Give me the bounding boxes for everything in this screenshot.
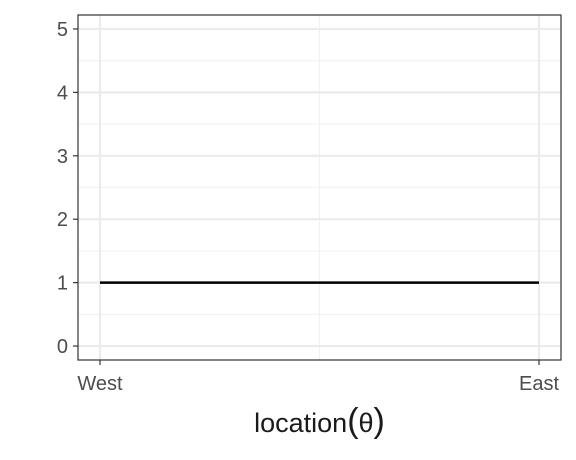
y-tick-label: 2	[57, 209, 68, 231]
y-tick-label: 3	[57, 146, 68, 168]
x-axis-title-open-paren: (	[347, 402, 359, 440]
x-axis-title-symbol: θ	[359, 408, 374, 438]
x-axis-title-close-paren: )	[374, 402, 385, 440]
y-axis-ticks: 0 1 2 3 4 5	[57, 19, 78, 358]
y-tick-label: 5	[57, 19, 68, 41]
x-axis-title-text: location	[254, 408, 347, 438]
x-tick-label: West	[77, 373, 123, 395]
y-tick-label: 1	[57, 273, 68, 295]
major-gridlines	[78, 15, 561, 360]
x-axis-title: location(θ)	[254, 402, 385, 440]
x-axis-ticks: West East	[77, 360, 559, 395]
minor-gridlines	[78, 15, 561, 360]
y-tick-label: 0	[57, 336, 68, 358]
y-tick-label: 4	[57, 82, 68, 104]
panel-border	[77, 14, 562, 361]
x-tick-label: East	[519, 373, 559, 395]
